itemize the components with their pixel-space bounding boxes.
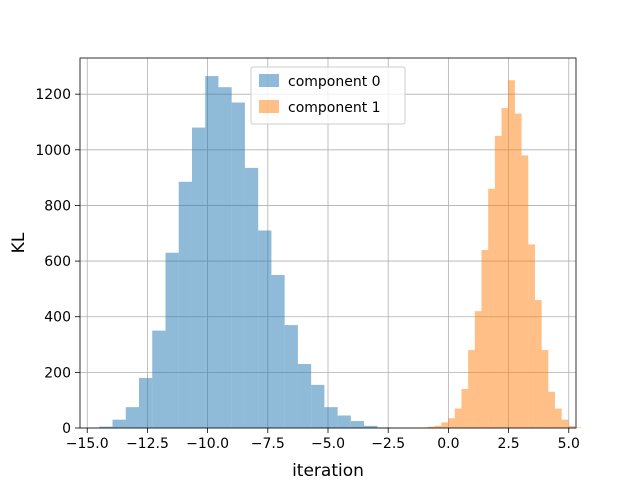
legend-swatch-component-0 <box>259 74 279 87</box>
bar-component-1 <box>474 311 482 428</box>
bar-component-1 <box>488 188 495 428</box>
bar-component-0 <box>218 87 232 429</box>
x-tick-label: −7.5 <box>251 436 285 452</box>
y-tick-label: 0 <box>62 421 71 437</box>
y-tick-label: 200 <box>44 365 71 381</box>
legend: component 0 component 1 <box>250 66 406 125</box>
bar-component-1 <box>528 244 535 428</box>
bar-component-1 <box>575 427 582 428</box>
legend-label-component-1: component 1 <box>288 100 381 116</box>
bar-component-0 <box>284 325 298 428</box>
x-tick-label: −5.0 <box>311 436 345 452</box>
bar-component-1 <box>454 408 462 428</box>
bar-component-0 <box>205 76 219 429</box>
x-tick-label: −2.5 <box>371 436 405 452</box>
bar-component-1 <box>434 425 442 428</box>
y-tick-label: 600 <box>44 254 71 270</box>
bar-component-0 <box>337 415 351 428</box>
bar-component-1 <box>568 426 576 428</box>
x-tick-label: −15.0 <box>66 436 109 452</box>
bar-component-1 <box>468 350 475 428</box>
bar-component-1 <box>541 350 549 428</box>
bar-component-0 <box>99 426 113 428</box>
bar-component-0 <box>364 425 378 428</box>
bar-component-1 <box>481 249 489 428</box>
bar-component-1 <box>534 300 542 428</box>
bar-component-1 <box>448 418 455 428</box>
bar-component-0 <box>178 181 192 428</box>
x-tick-label: 2.5 <box>497 436 519 452</box>
bar-component-0 <box>138 377 153 428</box>
y-tick-label: 400 <box>44 310 71 326</box>
bar-component-0 <box>258 230 272 428</box>
legend-box <box>250 66 406 125</box>
y-tick-label: 1000 <box>35 143 71 159</box>
x-tick-label: −12.5 <box>126 436 169 452</box>
bar-component-0 <box>112 419 126 428</box>
bar-component-0 <box>350 421 365 428</box>
axis-ticks: −15.0 −12.5 −10.0 −7.5 −5.0 −2.5 0.0 2.5 5.0 0 200… <box>35 87 580 452</box>
legend-label-component-0: component 0 <box>288 74 381 90</box>
bar-component-1 <box>494 135 502 429</box>
x-tick-label: 5.0 <box>558 436 580 452</box>
bar-component-0 <box>324 407 338 428</box>
bar-component-0 <box>125 407 139 428</box>
bar-component-1 <box>548 391 555 428</box>
bar-component-1 <box>441 422 449 428</box>
histogram-bars <box>99 76 582 429</box>
x-tick-label: 0.0 <box>437 436 459 452</box>
bar-component-0 <box>165 252 179 428</box>
bar-component-1 <box>521 155 529 429</box>
y-tick-label: 800 <box>44 198 71 214</box>
bar-component-0 <box>244 167 259 429</box>
bar-component-1 <box>514 113 522 428</box>
bar-component-0 <box>191 127 206 428</box>
bar-component-0 <box>311 384 325 428</box>
bar-component-1 <box>554 408 562 428</box>
y-tick-label: 1200 <box>35 87 71 103</box>
y-axis-label: KL <box>9 232 29 253</box>
x-axis-label: iteration <box>292 461 364 480</box>
bar-component-1 <box>561 419 569 428</box>
bar-component-1 <box>501 108 509 428</box>
bar-component-0 <box>297 364 312 428</box>
legend-swatch-component-1 <box>259 100 279 113</box>
bar-component-1 <box>428 426 435 428</box>
bar-component-0 <box>271 274 285 428</box>
bar-component-1 <box>461 389 469 428</box>
bar-component-0 <box>231 102 245 428</box>
bar-component-1 <box>508 80 515 428</box>
bar-component-0 <box>152 330 166 428</box>
x-tick-label: −10.0 <box>186 436 229 452</box>
